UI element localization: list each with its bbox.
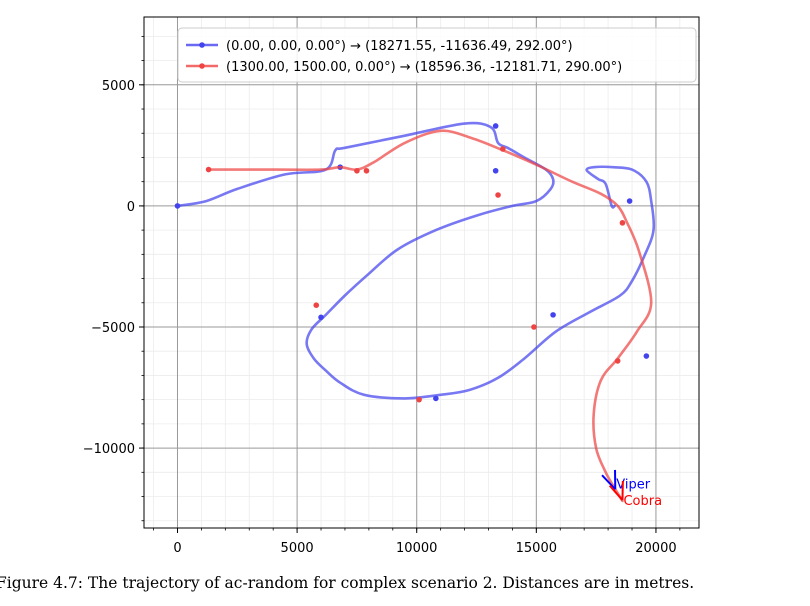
waypoint-2 (205, 166, 212, 173)
end-markers: Viper Cobra (601, 469, 662, 509)
x-tick-label: 15000 (516, 541, 557, 556)
series-line-1 (176, 121, 656, 400)
waypoint-2 (619, 220, 626, 226)
waypoint-1 (433, 395, 439, 402)
waypoint-2 (495, 192, 501, 198)
waypoint-2 (416, 396, 422, 403)
axes (139, 16, 700, 533)
waypoint-1 (626, 198, 633, 204)
waypoint-2 (313, 302, 320, 308)
waypoint-1 (643, 353, 650, 359)
plot-frame (143, 16, 700, 529)
y-tick-label: 0 (127, 200, 135, 215)
legend-label-2: (1300.00, 1500.00, 0.00°) → (18596.36, -… (226, 60, 622, 75)
waypoint-1 (318, 314, 324, 321)
waypoint-2 (614, 358, 621, 364)
waypoint-2 (363, 167, 370, 174)
waypoint-1 (550, 312, 556, 318)
waypoint-2 (531, 324, 537, 330)
waypoint-1 (492, 167, 499, 174)
y-tick-label: −10000 (83, 442, 135, 457)
major-grid (144, 17, 699, 528)
pose-arm-left (608, 484, 624, 501)
end-pose-viper: Viper (601, 469, 651, 492)
x-tick-label: 0 (173, 541, 181, 556)
legend-label-1: (0.00, 0.00, 0.00°) → (18271.55, -11636.… (226, 39, 573, 54)
minor-grid (144, 17, 699, 528)
trajectory-chart: Viper Cobra 0 5000 10000 15000 20000 5000 0 −500… (83, 16, 700, 556)
x-tick-label: 10000 (396, 541, 437, 556)
legend: (0.00, 0.00, 0.00°) → (18271.55, -11636.… (177, 27, 697, 83)
legend-marker-1 (199, 42, 205, 48)
legend-box (177, 27, 697, 83)
y-tick-label: −5000 (91, 321, 135, 336)
waypoint-2 (354, 167, 360, 174)
x-tick-label: 5000 (281, 541, 314, 556)
figure-caption: Figure 4.7: The trajectory of ac-random … (0, 574, 695, 592)
pose-label: Viper (616, 477, 650, 492)
waypoint-1 (492, 123, 499, 129)
x-tick-label: 20000 (635, 541, 676, 556)
pose-arm-left (601, 474, 616, 490)
series-layer (174, 121, 656, 503)
legend-marker-2 (199, 63, 205, 69)
y-tick-label: 5000 (102, 79, 135, 94)
pose-label: Cobra (623, 494, 662, 509)
waypoint-2 (500, 146, 506, 152)
tick-labels: 0 5000 10000 15000 20000 5000 0 −5000 −10000 (83, 79, 677, 556)
waypoint-1 (174, 203, 181, 209)
end-pose-cobra: Cobra (608, 480, 662, 509)
